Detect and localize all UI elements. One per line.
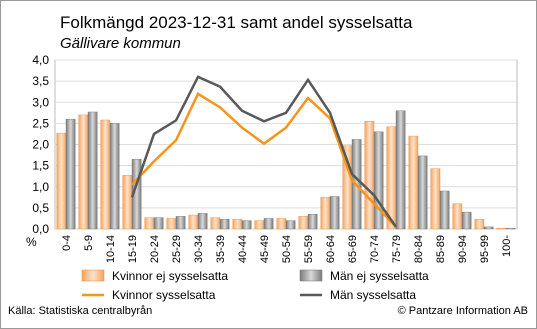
x-tick-label: 65-69 (347, 235, 359, 263)
bar (197, 213, 208, 230)
bar (87, 111, 98, 230)
bar (100, 119, 111, 230)
bar (285, 220, 296, 230)
bar (298, 216, 309, 230)
y-tick-label: 4,0 (32, 53, 49, 67)
source: Källa: Statistiska centralbyrån (8, 305, 152, 317)
bar (417, 155, 428, 230)
y-tick-label: 3,5 (32, 74, 49, 88)
x-tick-label: 85-89 (435, 235, 447, 263)
bar (56, 132, 67, 230)
bar (241, 220, 252, 230)
x-tick-label: 35-39 (215, 235, 227, 263)
bar (320, 197, 331, 230)
bar (461, 211, 472, 230)
bar (188, 214, 199, 230)
line (131, 92, 397, 228)
bar (408, 135, 419, 230)
legend-label: Kvinnor sysselsatta (112, 288, 216, 302)
bar (219, 219, 230, 230)
bar (144, 217, 155, 230)
bar (65, 118, 76, 230)
x-tick-label: 15-19 (127, 235, 139, 263)
y-tick-label: 2,0 (32, 138, 49, 152)
bar (78, 114, 89, 230)
bar (439, 190, 450, 230)
bar (153, 217, 164, 230)
bar (175, 216, 186, 230)
x-tick-label: 5-9 (83, 235, 95, 251)
y-tick-label: 2,5 (32, 116, 49, 130)
bar (210, 217, 221, 230)
x-tick-label: 10-14 (105, 235, 117, 263)
bar (263, 218, 274, 230)
x-tick-label: 70-74 (369, 235, 381, 263)
legend-label: Män sysselsatta (330, 288, 416, 302)
x-tick-label: 40-44 (237, 235, 249, 263)
bar (430, 168, 441, 230)
x-tick-label: 90-94 (457, 235, 469, 263)
x-tick-label: 95-99 (479, 235, 491, 263)
bar (122, 175, 133, 230)
bar (474, 219, 485, 230)
chart-subtitle: Gällivare kommun (60, 35, 181, 52)
x-tick-label: 50-54 (281, 235, 293, 263)
x-tick-label: 80-84 (413, 235, 425, 263)
y-tick-label: 1,5 (32, 159, 49, 173)
bar (373, 131, 384, 230)
bar (232, 219, 243, 230)
copyright: © Pantzare Information AB (398, 305, 528, 317)
chart-title: Folkmängd 2023-12-31 samt andel sysselsa… (60, 13, 413, 32)
bar (166, 218, 177, 230)
y-tick-label: 0,5 (32, 201, 49, 215)
x-tick-label: 0-4 (61, 235, 73, 251)
bar (452, 203, 463, 230)
x-tick-label: 20-24 (149, 235, 161, 263)
x-tick-label: 30-34 (193, 235, 205, 263)
legend-label: Kvinnor ej sysselsatta (112, 269, 228, 283)
y-unit: % (26, 235, 37, 249)
bar (109, 123, 120, 230)
legend-swatch (299, 269, 323, 282)
bar (329, 196, 340, 230)
y-tick-label: 0,0 (32, 222, 49, 236)
line (130, 75, 398, 228)
bar (364, 121, 375, 230)
legend-label: Män ej sysselsatta (330, 269, 429, 283)
x-tick-label: 60-64 (325, 235, 337, 263)
x-tick-label: 75-79 (391, 235, 403, 263)
bar (496, 227, 507, 230)
legend-swatch (81, 269, 105, 282)
bar (483, 226, 494, 230)
x-tick-label: 45-49 (259, 235, 271, 263)
bar (505, 227, 516, 230)
bar (254, 220, 265, 230)
bar (307, 214, 318, 230)
bar (276, 218, 287, 230)
bar (395, 110, 406, 230)
y-tick-label: 3,0 (32, 95, 49, 109)
y-tick-label: 1,0 (32, 180, 49, 194)
x-tick-label: 100- (501, 235, 513, 257)
x-tick-label: 55-59 (303, 235, 315, 263)
x-tick-label: 25-29 (171, 235, 183, 263)
